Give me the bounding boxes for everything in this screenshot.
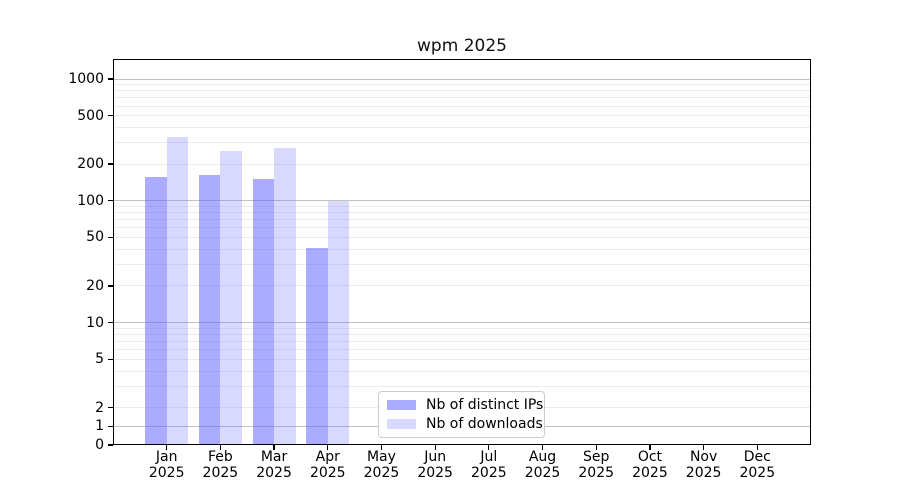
y-tick-label-20: 20 [86, 277, 104, 294]
bar-nb-of-distinct-ips-feb [198, 174, 221, 444]
x-tick-label-aug: Aug 2025 [524, 449, 561, 481]
y-tick-label-200: 200 [77, 156, 104, 173]
y-tick-label-0: 0 [95, 437, 104, 453]
x-tick-dec [756, 445, 758, 450]
x-tick-aug [541, 445, 544, 450]
gridline-minor-9 [114, 327, 810, 329]
gridline-minor-90 [114, 205, 810, 207]
gridline-minor-5 [114, 358, 810, 360]
legend-swatch-distinct-ips [387, 400, 416, 410]
x-tick-label-sep: Sep 2025 [578, 449, 615, 481]
gridline-minor-8 [114, 333, 810, 335]
gridline-major-10 [114, 322, 810, 324]
y-tick-label-100: 100 [77, 192, 104, 209]
x-tick-label-dec: Dec 2025 [739, 449, 776, 481]
y-tick-200 [108, 163, 113, 165]
x-tick-sep [595, 445, 597, 450]
gridline-minor-70 [114, 219, 810, 221]
x-tick-label-may: May 2025 [363, 449, 400, 481]
legend-item-distinct-ips: Nb of distinct IPs [379, 397, 544, 413]
gridline-minor-500 [114, 115, 810, 117]
chart-title: wpm 2025 [417, 36, 507, 56]
gridline-minor-200 [114, 163, 810, 165]
gridline-minor-600 [114, 105, 810, 107]
gridline-minor-700 [114, 97, 810, 99]
gridline-minor-800 [114, 90, 810, 92]
bar-nb-of-downloads-mar [274, 148, 296, 444]
gridline-minor-4 [114, 370, 810, 372]
gridline-major-1000 [114, 78, 810, 80]
y-tick-5 [108, 358, 113, 360]
x-tick-label-nov: Nov 2025 [685, 449, 722, 481]
gridline-minor-6 [114, 349, 810, 351]
gridline-minor-3 [114, 385, 810, 387]
bar-nb-of-distinct-ips-jan [145, 176, 167, 444]
x-tick-oct [649, 445, 651, 450]
y-tick-label-1: 1 [95, 418, 104, 435]
y-tick-20 [108, 285, 113, 287]
y-tick-1 [108, 425, 113, 427]
y-tick-1000 [108, 78, 113, 80]
x-tick-label-feb: Feb 2025 [202, 449, 239, 481]
x-tick-label-jan: Jan 2025 [148, 449, 185, 481]
x-tick-label-jul: Jul 2025 [471, 449, 507, 481]
legend-item-downloads: Nb of downloads [379, 416, 544, 432]
gridline-major-100 [114, 200, 810, 202]
y-tick-50 [108, 236, 113, 239]
gridline-minor-40 [114, 248, 810, 250]
bar-nb-of-distinct-ips-mar [252, 179, 275, 444]
y-tick-label-500: 500 [77, 107, 104, 124]
legend-swatch-downloads [387, 419, 416, 429]
x-tick-mar [273, 445, 275, 450]
x-tick-label-apr: Apr 2025 [309, 449, 346, 481]
gridline-minor-400 [114, 126, 810, 128]
gridline-minor-30 [114, 263, 810, 265]
y-tick-0 [108, 444, 113, 446]
y-tick-label-50: 50 [86, 229, 104, 246]
gridline-minor-7 [114, 340, 810, 342]
y-tick-label-1000: 1000 [68, 71, 104, 87]
bar-nb-of-distinct-ips-apr [306, 247, 328, 444]
gridline-minor-60 [114, 227, 810, 229]
x-tick-apr [327, 445, 329, 450]
legend: Nb of distinct IPs Nb of downloads [378, 391, 545, 438]
x-tick-may [380, 445, 383, 450]
y-tick-500 [108, 115, 113, 117]
legend-label-distinct-ips: Nb of distinct IPs [426, 397, 544, 413]
legend-label-downloads: Nb of downloads [426, 416, 543, 432]
x-tick-label-oct: Oct 2025 [632, 449, 668, 481]
x-tick-label-jun: Jun 2025 [417, 449, 453, 481]
y-tick-label-2: 2 [95, 399, 104, 416]
y-tick-2 [108, 407, 113, 409]
gridline-minor-20 [114, 285, 810, 287]
gridline-minor-50 [114, 236, 810, 238]
gridline-minor-900 [114, 84, 810, 86]
x-tick-jun [434, 445, 436, 450]
bar-nb-of-downloads-jan [166, 136, 189, 444]
x-tick-feb [219, 445, 222, 450]
y-tick-label-5: 5 [95, 351, 104, 368]
x-tick-label-mar: Mar 2025 [256, 449, 292, 481]
bar-nb-of-downloads-feb [220, 151, 242, 444]
x-tick-jan [166, 445, 168, 450]
y-tick-10 [108, 321, 113, 324]
y-tick-100 [108, 200, 113, 202]
x-tick-nov [702, 445, 705, 450]
y-tick-label-10: 10 [86, 314, 104, 331]
bar-nb-of-downloads-apr [327, 200, 350, 444]
x-tick-jul [488, 445, 490, 450]
gridline-minor-80 [114, 212, 810, 214]
gridline-minor-300 [114, 142, 810, 144]
